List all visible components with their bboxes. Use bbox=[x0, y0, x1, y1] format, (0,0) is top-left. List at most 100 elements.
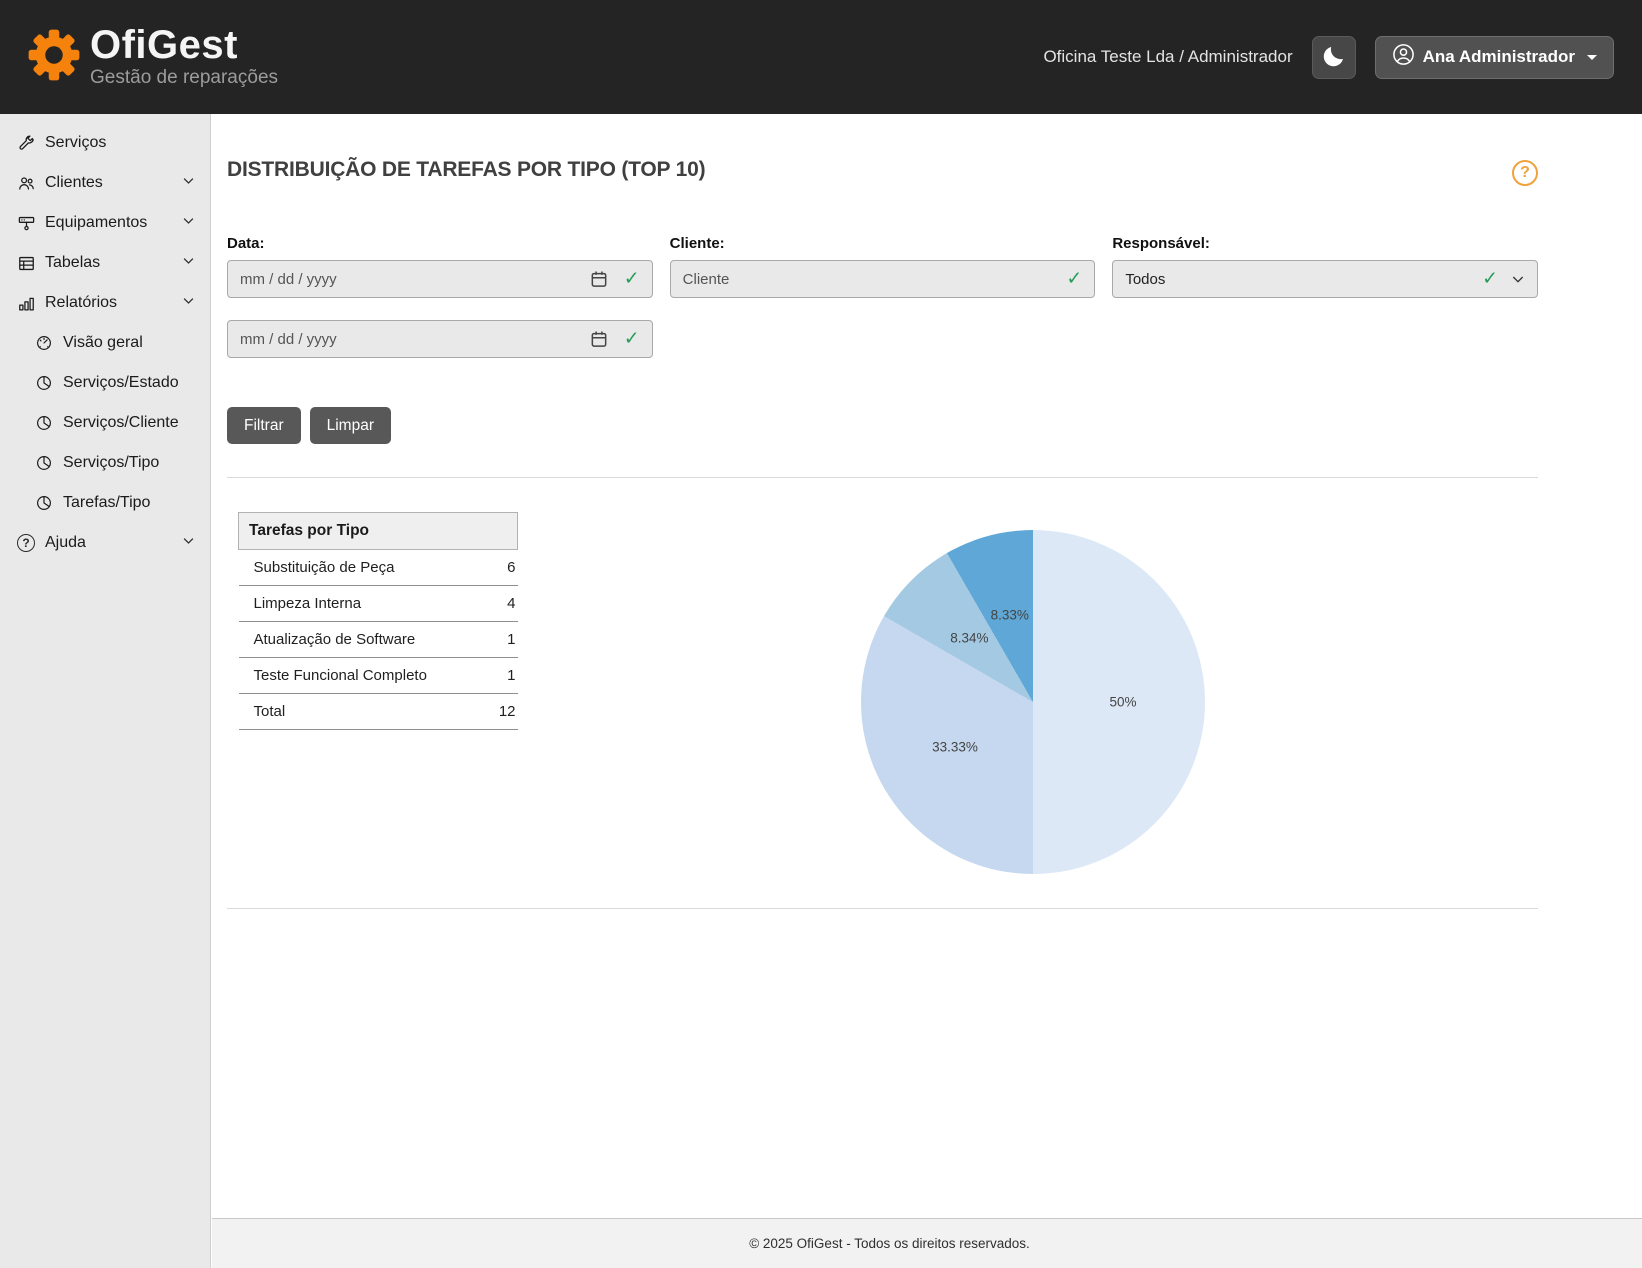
sidebar-item-servicos-tipo[interactable]: Serviços/Tipo bbox=[0, 443, 210, 483]
filters: Data: ✓ bbox=[227, 235, 1538, 380]
table-row: Atualização de Software 1 bbox=[238, 621, 518, 658]
date-from-input[interactable] bbox=[227, 260, 653, 298]
sidebar-item-label: Serviços bbox=[45, 134, 107, 151]
sidebar-item-label: Tabelas bbox=[45, 254, 101, 271]
sidebar-item-servicos[interactable]: Serviços bbox=[0, 123, 210, 163]
user-icon bbox=[1392, 43, 1415, 71]
valid-check-icon: ✓ bbox=[623, 328, 640, 350]
device-icon bbox=[16, 214, 36, 233]
filter-label-data: Data: bbox=[227, 235, 265, 252]
chevron-down-icon bbox=[181, 213, 196, 233]
pie-icon bbox=[34, 494, 54, 512]
valid-check-icon: ✓ bbox=[1066, 268, 1083, 290]
theme-toggle-button[interactable] bbox=[1311, 35, 1356, 79]
gauge-icon bbox=[34, 334, 54, 352]
wrench-icon bbox=[16, 134, 36, 153]
sidebar-item-ajuda[interactable]: ? Ajuda bbox=[0, 523, 210, 563]
pie-chart-area: 50% 33.33% 8.34% 8.33% bbox=[861, 530, 1205, 874]
pie-label: 50% bbox=[1109, 694, 1137, 710]
app-header: OfiGest Gestão de reparações Oficina Tes… bbox=[0, 0, 1642, 114]
sidebar-item-label: Serviços/Tipo bbox=[63, 454, 160, 471]
org-context: Oficina Teste Lda / Administrador bbox=[1043, 47, 1293, 66]
copyright-text: © 2025 OfiGest - Todos os direitos reser… bbox=[749, 1236, 1030, 1251]
sidebar-item-label: Tarefas/Tipo bbox=[63, 494, 151, 511]
sidebar-item-label: Relatórios bbox=[45, 294, 118, 311]
chevron-down-icon bbox=[181, 533, 196, 553]
sidebar-item-relatorios[interactable]: Relatórios bbox=[0, 283, 210, 323]
caret-down-icon bbox=[1587, 54, 1597, 60]
sidebar-item-visao-geral[interactable]: Visão geral bbox=[0, 323, 210, 363]
user-menu-button[interactable]: Ana Administrador bbox=[1374, 35, 1614, 79]
pie-label: 8.34% bbox=[950, 630, 989, 646]
filter-label-responsavel: Responsável: bbox=[1112, 235, 1210, 252]
sidebar-item-tarefas-tipo[interactable]: Tarefas/Tipo bbox=[0, 483, 210, 523]
page-footer: © 2025 OfiGest - Todos os direitos reser… bbox=[212, 1218, 1642, 1268]
date-to-input[interactable] bbox=[227, 320, 653, 358]
task-count-cell: 6 bbox=[477, 549, 518, 586]
pie-icon bbox=[34, 414, 54, 432]
total-label-cell: Total bbox=[238, 693, 477, 730]
logo: OfiGest Gestão de reparações bbox=[26, 25, 278, 89]
main-content: DISTRIBUIÇÃO DE TAREFAS POR TIPO (TOP 10… bbox=[212, 114, 1642, 1268]
chevron-down-icon bbox=[1510, 271, 1526, 287]
report-area: Tarefas por Tipo Substituição de Peça 6 … bbox=[227, 478, 1538, 908]
sidebar-item-equipamentos[interactable]: Equipamentos bbox=[0, 203, 210, 243]
chevron-down-icon bbox=[181, 253, 196, 273]
tasks-table: Tarefas por Tipo Substituição de Peça 6 … bbox=[238, 512, 518, 730]
client-input[interactable] bbox=[669, 260, 1096, 298]
clear-button[interactable]: Limpar bbox=[309, 407, 391, 444]
sidebar-item-label: Ajuda bbox=[45, 534, 86, 551]
chevron-down-icon bbox=[181, 293, 196, 313]
sidebar-item-label: Visão geral bbox=[63, 334, 143, 351]
table-total-row: Total 12 bbox=[238, 693, 518, 730]
pie-label: 33.33% bbox=[932, 739, 978, 755]
task-count-cell: 4 bbox=[477, 585, 518, 622]
table-row: Limpeza Interna 4 bbox=[238, 585, 518, 622]
pie-icon bbox=[34, 454, 54, 472]
responsible-select[interactable]: Todos bbox=[1112, 260, 1538, 298]
filter-label-cliente: Cliente: bbox=[669, 235, 725, 252]
gear-logo-icon bbox=[26, 27, 82, 88]
sidebar-item-clientes[interactable]: Clientes bbox=[0, 163, 210, 203]
help-icon: ? bbox=[1520, 164, 1530, 181]
moon-icon bbox=[1321, 43, 1347, 72]
task-type-cell: Limpeza Interna bbox=[238, 585, 477, 622]
pie-icon bbox=[34, 374, 54, 392]
sidebar-item-label: Serviços/Estado bbox=[63, 374, 179, 391]
sidebar: Serviços Clientes Equipamentos bbox=[0, 114, 211, 1268]
table-icon bbox=[16, 254, 36, 273]
total-value-cell: 12 bbox=[477, 693, 518, 730]
pie-chart bbox=[861, 530, 1205, 874]
user-name: Ana Administrador bbox=[1422, 47, 1575, 66]
task-type-cell: Teste Funcional Completo bbox=[238, 657, 477, 694]
pie-label: 8.33% bbox=[990, 607, 1029, 623]
chevron-down-icon bbox=[181, 173, 196, 193]
responsible-select-value: Todos bbox=[1125, 270, 1166, 288]
task-count-cell: 1 bbox=[477, 657, 518, 694]
sidebar-item-servicos-cliente[interactable]: Serviços/Cliente bbox=[0, 403, 210, 443]
task-type-cell: Substituição de Peça bbox=[238, 549, 477, 586]
bar-chart-icon bbox=[16, 294, 36, 313]
sidebar-item-servicos-estado[interactable]: Serviços/Estado bbox=[0, 363, 210, 403]
question-circle-icon: ? bbox=[16, 534, 36, 552]
calendar-icon[interactable] bbox=[589, 269, 609, 289]
filter-button[interactable]: Filtrar bbox=[227, 407, 301, 444]
table-header: Tarefas por Tipo bbox=[238, 512, 518, 550]
divider bbox=[227, 477, 1538, 478]
table-row: Teste Funcional Completo 1 bbox=[238, 657, 518, 694]
sidebar-item-label: Equipamentos bbox=[45, 214, 148, 231]
task-type-cell: Atualização de Software bbox=[238, 621, 477, 658]
divider bbox=[227, 908, 1538, 909]
valid-check-icon: ✓ bbox=[1482, 268, 1498, 290]
task-count-cell: 1 bbox=[477, 621, 518, 658]
sidebar-item-label: Serviços/Cliente bbox=[63, 414, 179, 431]
people-icon bbox=[16, 174, 36, 193]
app-title: OfiGest bbox=[90, 23, 238, 67]
app-subtitle: Gestão de reparações bbox=[90, 67, 279, 88]
sidebar-item-label: Clientes bbox=[45, 174, 103, 191]
sidebar-item-tabelas[interactable]: Tabelas bbox=[0, 243, 210, 283]
help-button[interactable]: ? bbox=[1512, 160, 1538, 186]
calendar-icon[interactable] bbox=[589, 329, 609, 349]
page-title: DISTRIBUIÇÃO DE TAREFAS POR TIPO (TOP 10… bbox=[227, 158, 706, 181]
table-row: Substituição de Peça 6 bbox=[238, 549, 518, 586]
